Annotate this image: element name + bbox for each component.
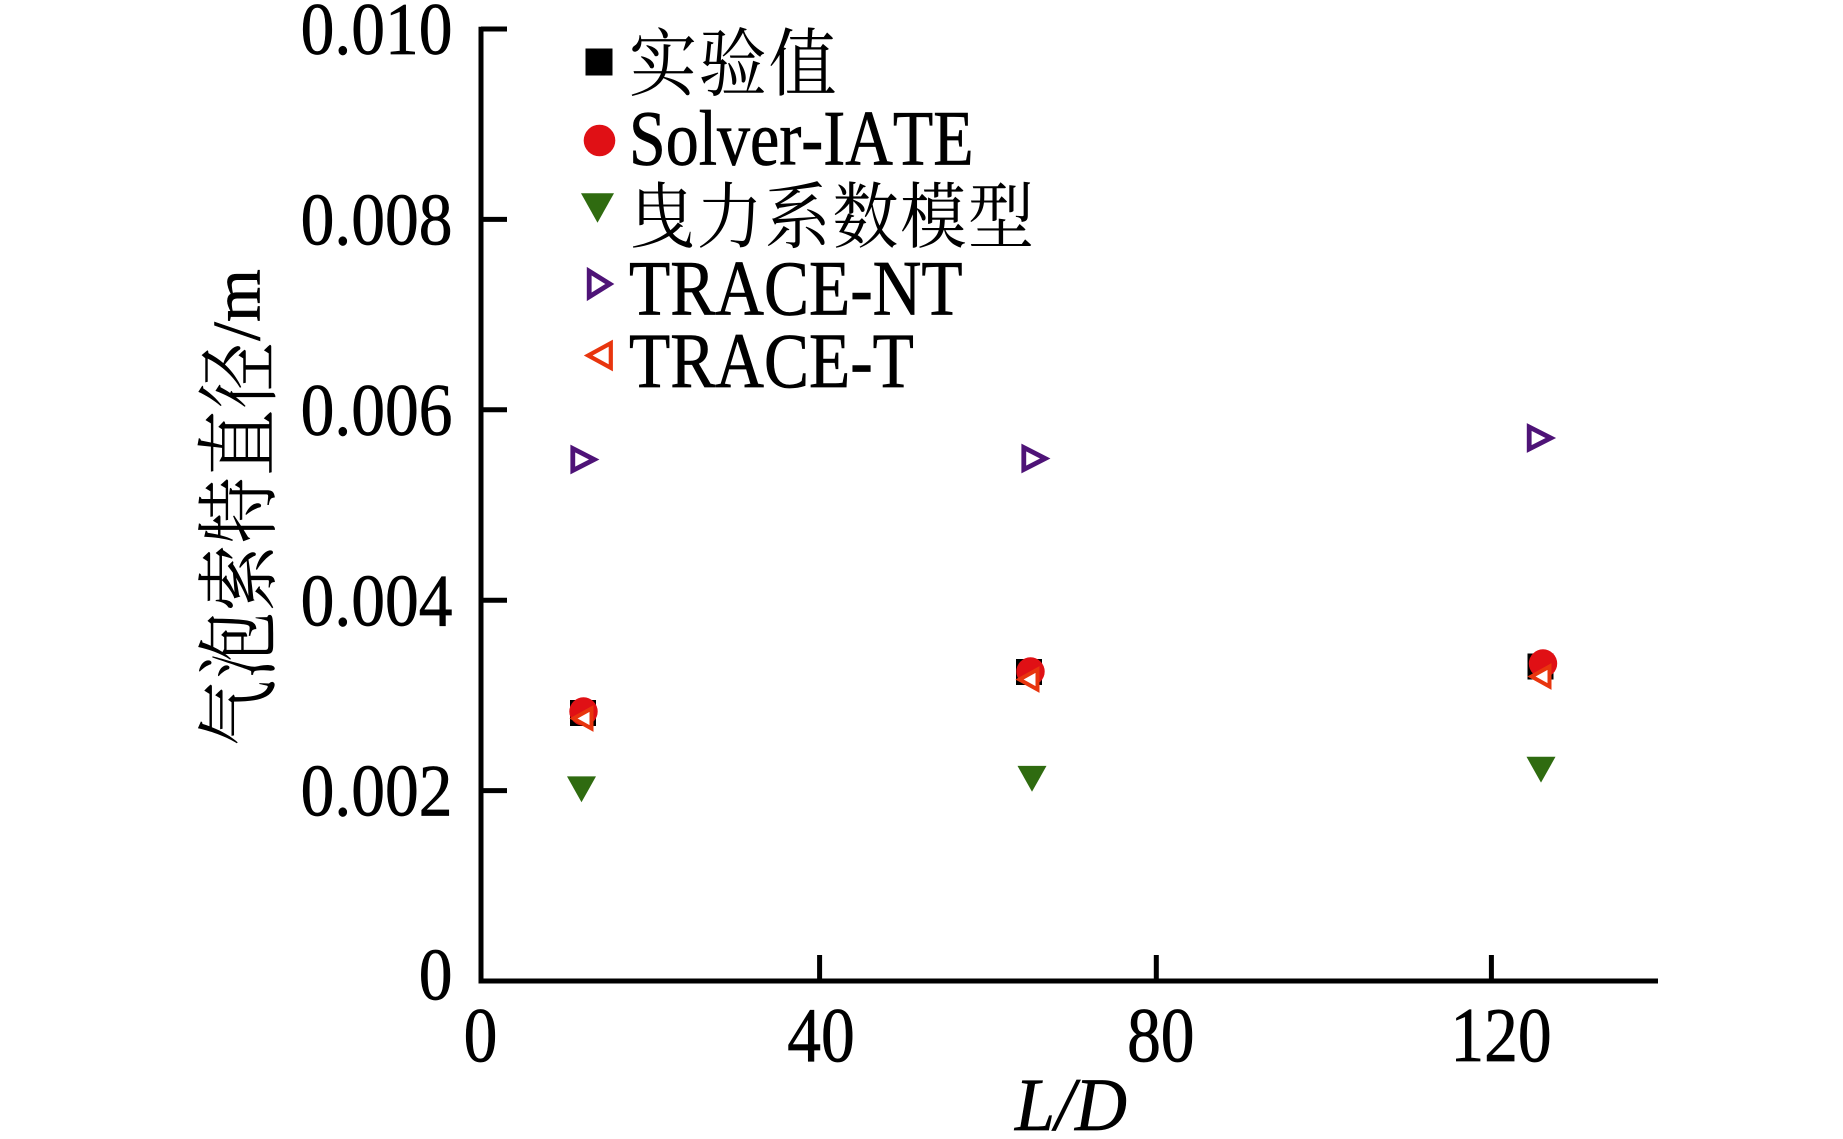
svg-text:Solver-IATE: Solver-IATE	[629, 94, 974, 182]
svg-text:TRACE-NT: TRACE-NT	[629, 245, 963, 332]
svg-text:120: 120	[1450, 993, 1551, 1078]
svg-text:0.004: 0.004	[301, 560, 453, 642]
svg-text:0.010: 0.010	[301, 0, 453, 71]
svg-text:0: 0	[419, 935, 453, 1017]
svg-text:/m: /m	[199, 269, 275, 341]
svg-text:40: 40	[787, 993, 854, 1078]
svg-text:L/D: L/D	[1014, 1063, 1127, 1139]
svg-text:TRACE-T: TRACE-T	[629, 318, 914, 405]
svg-text:0.006: 0.006	[301, 370, 453, 452]
svg-text:80: 80	[1127, 993, 1194, 1078]
svg-text:0: 0	[464, 993, 498, 1078]
svg-text:0.008: 0.008	[301, 180, 453, 262]
svg-text:0.002: 0.002	[301, 751, 453, 833]
